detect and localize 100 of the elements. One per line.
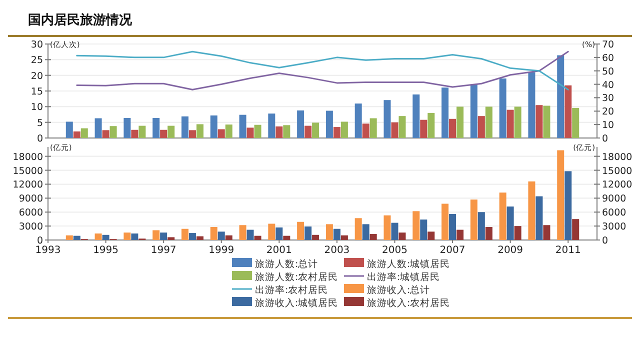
y-tick-label: 12000 <box>12 180 43 191</box>
bar <box>297 222 304 240</box>
bar <box>188 130 196 138</box>
bar <box>557 150 564 240</box>
y-tick-label: 25 <box>30 55 43 66</box>
bar <box>572 108 580 138</box>
bar <box>354 218 362 240</box>
bar <box>276 126 283 138</box>
bar <box>543 225 550 240</box>
bar <box>181 116 188 138</box>
bar <box>428 112 435 138</box>
bar <box>268 224 276 240</box>
y-tick-label: 0 <box>36 236 43 246</box>
bar <box>412 211 420 240</box>
y-tick-label: 6000 <box>18 208 43 219</box>
bar <box>564 85 572 138</box>
bar <box>442 204 449 240</box>
y2-tick-label: 0 <box>602 134 608 144</box>
y2-tick-label: 70 <box>602 40 614 50</box>
bar <box>283 125 290 138</box>
bar <box>225 235 232 240</box>
bar <box>168 237 175 240</box>
y2-tick-label: 12000 <box>602 180 632 191</box>
bar <box>536 196 543 240</box>
bar <box>428 232 435 240</box>
bar <box>499 192 506 240</box>
y2-tick-label: 6000 <box>602 208 626 219</box>
y-tick-label: 10 <box>30 102 43 114</box>
bar <box>239 114 246 138</box>
bar <box>326 224 333 240</box>
bar <box>73 236 80 240</box>
bar <box>196 124 204 138</box>
bar <box>362 124 370 138</box>
bar <box>354 104 362 138</box>
bar <box>370 118 377 138</box>
bar <box>333 127 340 138</box>
y-tick-label: 9000 <box>18 194 43 205</box>
bar <box>384 215 391 240</box>
bar <box>124 232 131 240</box>
chart-title: 国内居民旅游情况 <box>28 12 133 28</box>
bar <box>66 235 73 240</box>
bar <box>102 234 110 240</box>
y2-tick-label: 0 <box>602 236 608 246</box>
bar <box>152 230 160 240</box>
bar <box>188 233 196 240</box>
bar <box>340 122 348 138</box>
bar <box>362 224 370 240</box>
x-tick-label: 1993 <box>35 245 61 256</box>
y-tick-label: 3000 <box>18 222 43 233</box>
bar <box>152 118 160 138</box>
bar <box>66 122 73 138</box>
bar <box>210 226 218 240</box>
bar <box>268 114 276 138</box>
bar <box>442 88 449 138</box>
y2-tick-label: 9000 <box>602 194 626 205</box>
bar <box>312 234 320 240</box>
bar <box>94 118 102 138</box>
bar <box>168 126 175 138</box>
bar <box>485 226 492 240</box>
legend-label: 旅游收入:城镇居民 <box>255 297 338 309</box>
bar <box>181 228 188 240</box>
line-series <box>76 50 569 90</box>
bar <box>514 226 522 240</box>
bar <box>73 131 80 138</box>
y2-tick-label: 30 <box>602 93 614 104</box>
bar <box>384 100 391 138</box>
bar <box>239 225 246 240</box>
bar <box>543 106 550 138</box>
bar <box>470 200 478 240</box>
x-tick-label: 1995 <box>93 245 119 256</box>
y2-tick-label: 20 <box>602 106 614 118</box>
bar <box>398 232 406 240</box>
legend-label: 旅游人数:总计 <box>255 258 318 270</box>
bar <box>391 122 398 138</box>
legend-label: 旅游收入:农村居民 <box>367 297 450 309</box>
bar <box>304 126 312 138</box>
bar <box>80 128 88 138</box>
y-tick-label: 5 <box>36 118 43 129</box>
bar <box>528 181 536 240</box>
bar <box>557 55 564 138</box>
bar <box>456 230 464 240</box>
legend-label: 旅游人数:城镇居民 <box>367 258 450 270</box>
bar <box>420 220 428 240</box>
y2-tick-label: 3000 <box>602 222 626 233</box>
x-tick-label: 2003 <box>324 245 350 256</box>
bar <box>254 124 262 138</box>
bar <box>449 118 456 138</box>
x-tick-label: 2001 <box>266 245 292 256</box>
bar <box>420 120 428 138</box>
legend-label: 旅游人数:农村居民 <box>255 271 338 283</box>
bar <box>124 118 131 138</box>
bar <box>210 115 218 138</box>
y-tick-label: 15000 <box>12 166 43 177</box>
bar <box>160 232 168 240</box>
x-tick-label: 2007 <box>440 245 466 256</box>
y-tick-label: 18000 <box>12 152 43 163</box>
y2-tick-label: 15000 <box>602 166 632 177</box>
bar <box>246 128 254 138</box>
bar <box>110 126 117 138</box>
bar <box>528 72 536 138</box>
